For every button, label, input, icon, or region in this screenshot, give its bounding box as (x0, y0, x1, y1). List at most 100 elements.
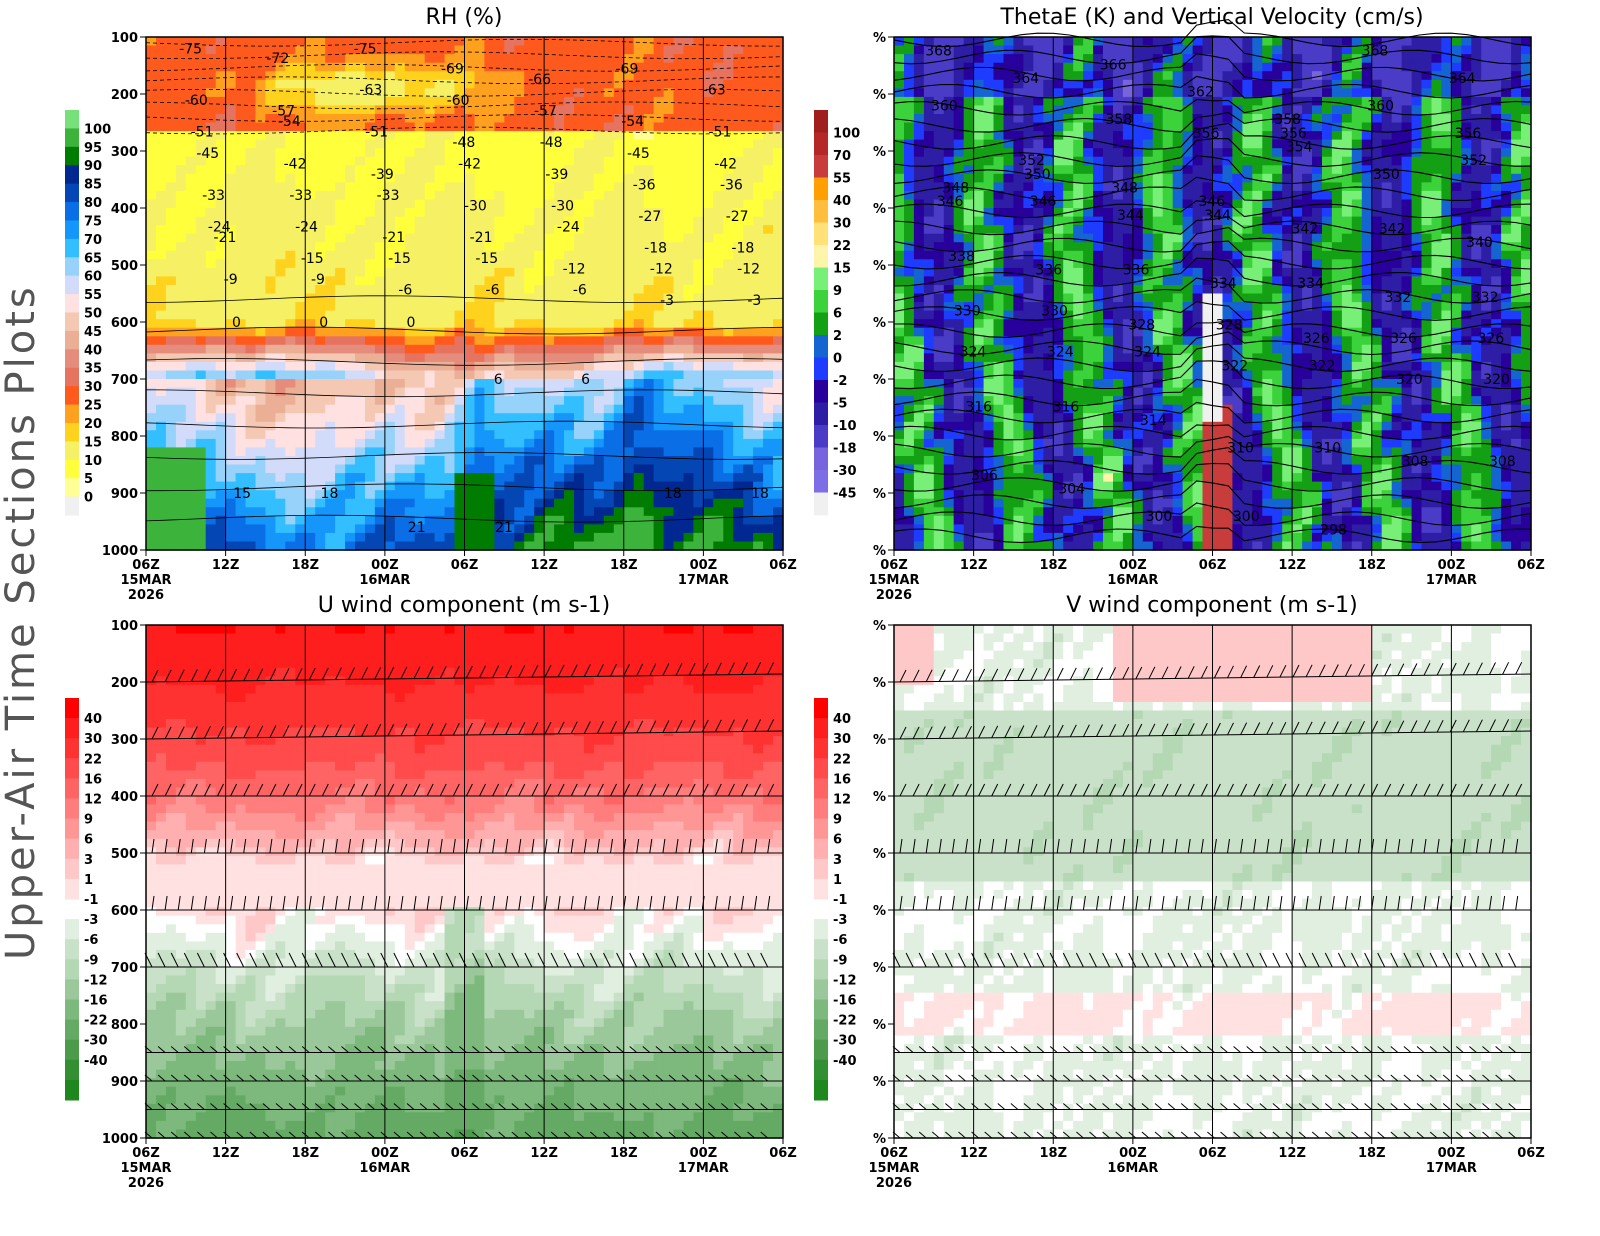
field-cell (923, 190, 935, 201)
field-cell (623, 447, 635, 457)
field-cell (643, 216, 655, 226)
field-cell (603, 190, 615, 201)
field-cell (663, 541, 675, 551)
field-cell (693, 131, 704, 141)
field-cell (275, 438, 286, 449)
field-cell (494, 438, 505, 449)
field-cell (335, 267, 346, 278)
field-cell (683, 507, 695, 517)
field-cell (643, 190, 655, 201)
field-cell (733, 79, 744, 89)
field-cell (1033, 515, 1044, 525)
field-cell (593, 199, 605, 209)
field-cell (484, 481, 495, 491)
field-cell (355, 250, 366, 260)
field-cell (404, 387, 416, 397)
field-cell (424, 199, 436, 209)
field-cell (504, 54, 515, 64)
field-cell (365, 404, 376, 414)
field-cell (1033, 498, 1044, 508)
field-cell (394, 156, 406, 166)
field-cell (1043, 276, 1054, 286)
field-cell (534, 293, 545, 303)
field-cell (723, 498, 734, 508)
field-cell (943, 438, 955, 449)
field-cell (365, 225, 376, 235)
field-cell (574, 327, 585, 337)
field-cell (713, 421, 724, 431)
field-cell (434, 353, 446, 363)
field-cell (763, 122, 774, 132)
field-cell (345, 498, 356, 508)
field-cell (564, 225, 575, 235)
field-cell (165, 541, 177, 551)
field-cell (733, 190, 744, 201)
field-cell (1023, 208, 1034, 218)
field-cell (904, 148, 915, 158)
field-cell (504, 285, 515, 295)
field-cell (156, 165, 167, 175)
field-cell (265, 105, 276, 115)
field-cell (384, 302, 396, 312)
field-cell (894, 387, 905, 397)
field-cell (593, 490, 605, 500)
field-cell (355, 353, 366, 363)
field-cell (285, 541, 296, 551)
field-cell (355, 447, 366, 457)
field-cell (574, 105, 585, 115)
field-cell (175, 490, 187, 500)
field-cell (275, 464, 286, 474)
field-cell (315, 285, 326, 295)
field-cell (165, 370, 177, 380)
field-cell (315, 413, 326, 423)
field-cell (713, 387, 724, 397)
field-cell (723, 336, 734, 346)
field-cell (335, 396, 346, 406)
field-cell (494, 507, 505, 517)
field-cell (733, 173, 744, 183)
field-cell (235, 344, 247, 354)
field-cell (943, 413, 955, 423)
field-cell (195, 370, 207, 380)
field-cell (693, 96, 704, 107)
field-cell (305, 37, 316, 47)
field-cell (613, 541, 625, 551)
field-cell (603, 344, 615, 354)
field-cell (673, 148, 685, 158)
field-cell (603, 216, 615, 226)
field-cell (613, 190, 625, 201)
field-cell (325, 105, 336, 115)
field-cell (763, 344, 774, 354)
field-cell (643, 319, 655, 329)
field-cell (514, 473, 525, 483)
field-cell (693, 148, 704, 158)
field-cell (703, 285, 714, 295)
field-cell (225, 447, 237, 457)
field-cell (404, 498, 416, 508)
field-cell (544, 216, 555, 226)
field-cell (1003, 310, 1015, 320)
field-cell (693, 208, 704, 218)
field-cell (355, 413, 366, 423)
field-cell (444, 285, 456, 295)
field-cell (633, 481, 645, 491)
field-cell (215, 336, 227, 346)
field-cell (583, 276, 595, 286)
contour-label: -33 (202, 188, 225, 204)
field-cell (1023, 276, 1034, 286)
field-cell (245, 182, 257, 192)
field-cell (663, 156, 675, 166)
field-cell (1013, 327, 1024, 337)
field-cell (146, 353, 157, 363)
field-cell (494, 413, 505, 423)
field-cell (544, 122, 555, 132)
field-cell (355, 473, 366, 483)
field-cell (693, 344, 704, 354)
field-cell (454, 498, 466, 508)
field-cell (703, 190, 714, 201)
field-cell (414, 344, 426, 354)
field-cell (494, 319, 505, 329)
field-cell (603, 490, 615, 500)
field-cell (404, 379, 416, 389)
field-cell (524, 524, 535, 534)
